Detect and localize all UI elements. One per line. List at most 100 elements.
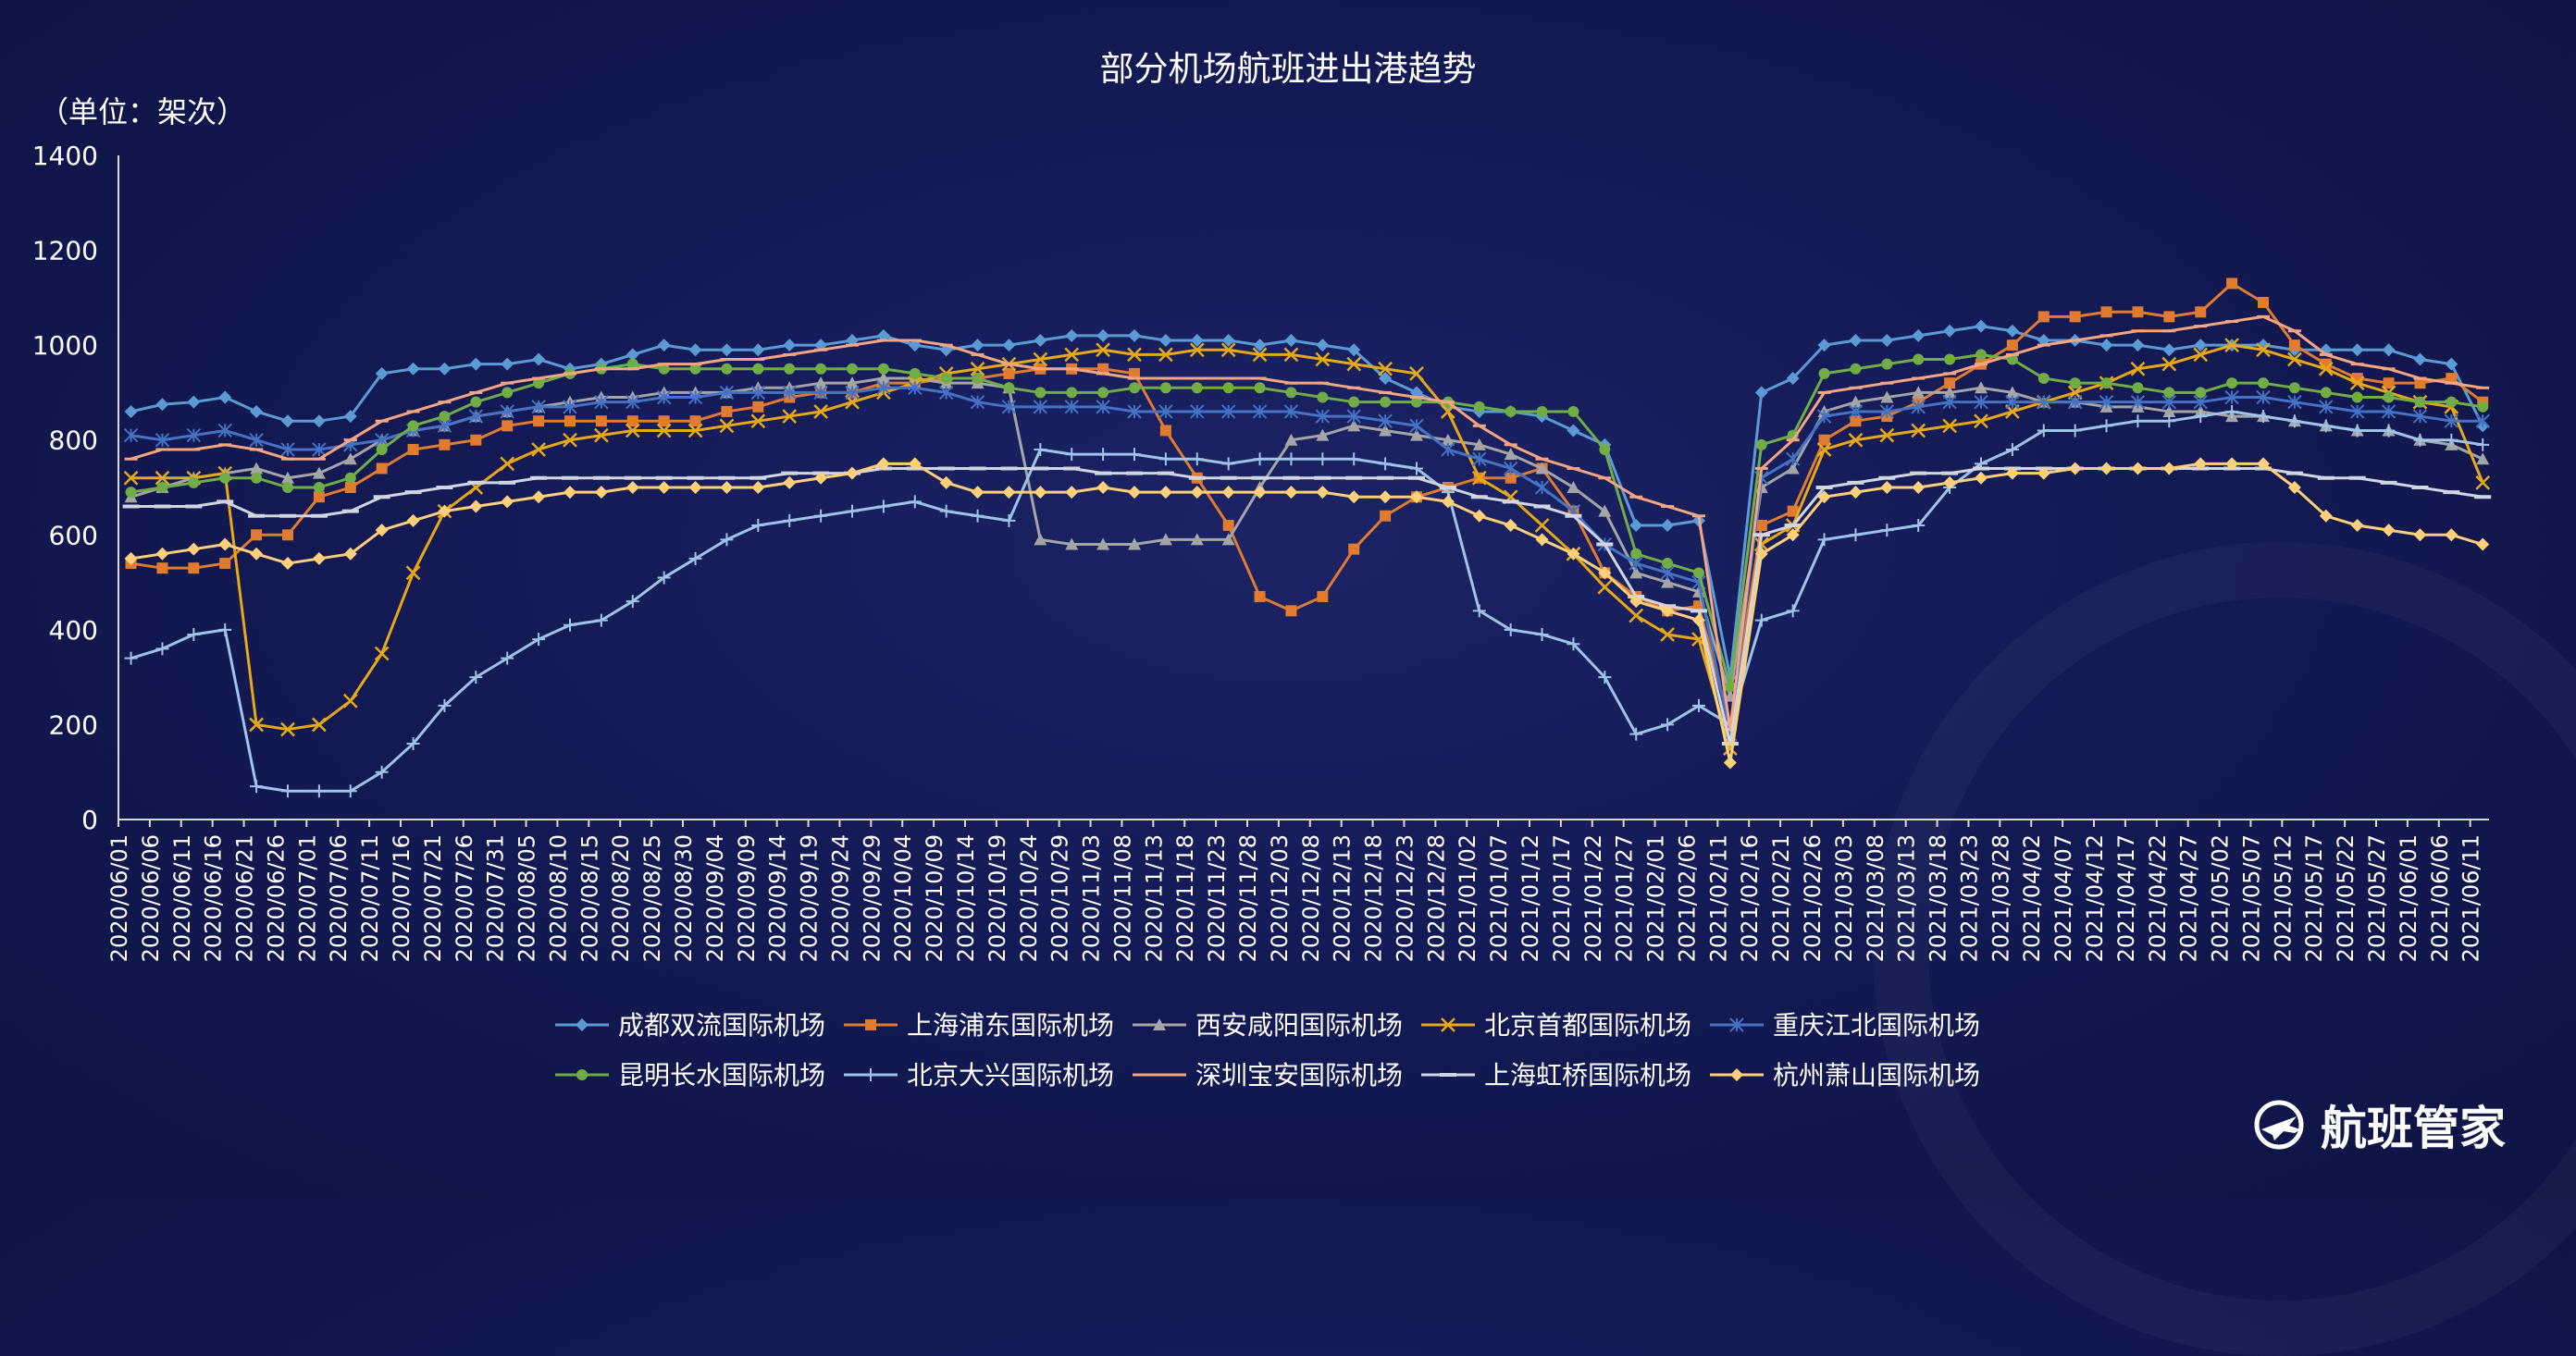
legend-item[interactable]: 杭州萧山国际机场 [1710, 1060, 1980, 1091]
x-tick-label: 2020/09/09 [734, 834, 760, 962]
data-point [2350, 424, 2364, 438]
data-point [688, 481, 702, 494]
data-point [2413, 433, 2427, 447]
legend-item[interactable]: 昆明长水国际机场 [555, 1060, 825, 1091]
data-point [1472, 604, 1486, 618]
x-tick-label: 2020/11/13 [1141, 834, 1167, 962]
legend-item[interactable]: 北京大兴国际机场 [844, 1060, 1114, 1091]
x-tick-label: 2020/08/25 [639, 834, 665, 962]
x-tick-label: 2020/12/28 [1423, 834, 1449, 962]
legend-item[interactable]: 上海虹桥国际机场 [1421, 1060, 1691, 1091]
x-tick-label: 2020/12/08 [1298, 834, 1324, 962]
data-point [187, 627, 201, 641]
data-point [2224, 389, 2239, 405]
data-point [877, 363, 889, 375]
data-point [123, 427, 139, 443]
globe-plane-icon [2254, 1100, 2304, 1150]
x-tick-label: 2020/10/19 [985, 834, 1010, 962]
legend-item[interactable]: 西安咸阳国际机场 [1133, 1010, 1403, 1041]
data-point [2132, 382, 2144, 394]
y-axis: 0 200 400 600 800 1000 1200 1400 [32, 141, 119, 835]
data-point [813, 404, 828, 419]
data-point [1064, 400, 1079, 414]
data-point [1786, 372, 1800, 386]
data-point [1190, 334, 1204, 348]
data-point [2130, 394, 2146, 410]
data-point [2037, 424, 2050, 438]
data-point [125, 487, 137, 499]
data-point [251, 529, 263, 541]
data-point [1096, 400, 1110, 414]
data-point [1379, 457, 1393, 471]
legend-label: 杭州萧山国际机场 [1773, 1060, 1980, 1091]
x-tick-label: 2020/09/19 [797, 834, 823, 962]
data-point [1096, 448, 1110, 462]
data-point [2161, 356, 2177, 372]
legend-item[interactable]: 上海浦东国际机场 [844, 1010, 1114, 1041]
data-point [1347, 419, 1361, 432]
data-point [2194, 339, 2208, 352]
data-point [2476, 537, 2490, 551]
data-point [155, 470, 170, 486]
x-tick-label: 2021/06/11 [2458, 834, 2484, 962]
x-tick-label: 2020/07/16 [389, 834, 415, 962]
data-point [658, 363, 670, 375]
data-point [625, 595, 639, 609]
data-point [594, 486, 608, 499]
data-point [1942, 418, 1957, 434]
x-tick-label: 2021/06/06 [2427, 834, 2453, 962]
data-point [563, 432, 577, 448]
data-point [1849, 334, 1863, 348]
data-point [2319, 400, 2334, 414]
data-point [2256, 342, 2271, 358]
data-point [2194, 410, 2208, 424]
data-point [312, 466, 326, 479]
data-point [281, 471, 294, 484]
data-point [1473, 401, 1485, 413]
data-point [282, 529, 293, 541]
data-point [1505, 472, 1517, 484]
data-point [1850, 363, 1862, 375]
legend-marker [576, 1069, 588, 1080]
x-tick-label: 2021/06/01 [2396, 834, 2421, 962]
data-point [2099, 419, 2113, 433]
data-point [564, 618, 576, 632]
data-point [1441, 495, 1455, 509]
data-point [2320, 387, 2332, 399]
legend-item[interactable]: 深圳宝安国际机场 [1133, 1060, 1403, 1091]
data-point [1158, 404, 1173, 419]
x-tick-label: 2020/11/08 [1109, 834, 1135, 962]
data-point [1253, 452, 1267, 466]
data-point [2163, 387, 2175, 399]
data-point [1724, 681, 1736, 693]
data-point [343, 547, 357, 561]
legend-item[interactable]: 重庆江北国际机场 [1710, 1010, 1980, 1041]
data-point [218, 623, 232, 636]
data-point [1317, 391, 1329, 403]
x-tick-label: 2020/06/21 [232, 834, 258, 962]
data-point [1348, 396, 1360, 408]
data-point [657, 481, 671, 494]
data-point [281, 557, 294, 571]
data-point [532, 633, 546, 647]
data-point [815, 363, 827, 375]
data-point [1409, 366, 1424, 381]
x-tick-label: 2021/05/02 [2208, 834, 2234, 962]
data-point [1190, 404, 1205, 419]
data-point [972, 373, 984, 385]
data-point [1629, 595, 1643, 609]
data-point [1786, 528, 1800, 542]
data-point [2131, 462, 2145, 475]
data-point [155, 547, 169, 561]
legend-item[interactable]: 北京首都国际机场 [1421, 1010, 1691, 1041]
legend-item[interactable]: 成都双流国际机场 [555, 1010, 825, 1041]
data-point [2037, 466, 2050, 480]
series-line [130, 325, 2484, 679]
data-point [187, 395, 201, 409]
data-point [658, 415, 670, 427]
data-point [405, 565, 421, 581]
data-point [783, 513, 797, 527]
data-point [1128, 486, 1141, 499]
legend-label: 上海浦东国际机场 [907, 1010, 1114, 1041]
data-point [657, 339, 671, 352]
